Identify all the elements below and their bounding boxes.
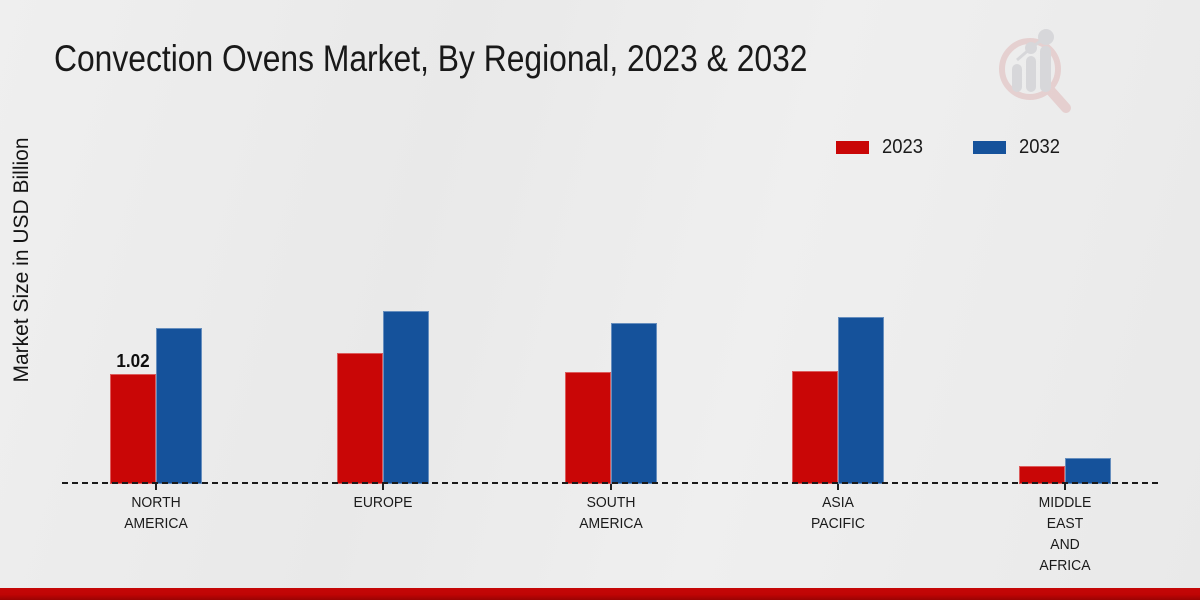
bar-2023-south-america (564, 372, 611, 484)
bar-2023-europe (337, 353, 383, 484)
legend: 2023 2032 (836, 136, 1063, 159)
x-axis-label-line: EAST (1046, 515, 1084, 532)
x-axis-label-line: MIDDLE (1038, 494, 1092, 511)
x-axis-label-line: ASIA (822, 494, 854, 511)
x-axis-baseline (62, 482, 1158, 484)
x-axis-label-line: EUROPE (353, 494, 413, 511)
x-axis-label-line: AMERICA (578, 515, 643, 532)
magnifier-bar-chart-logo-icon (999, 29, 1071, 113)
bar-2032-north-america (156, 328, 202, 484)
x-axis-label-north-america: NORTH AMERICA (82, 492, 231, 534)
bar-2023-middle-east-and-africa (1019, 466, 1065, 484)
x-axis-label-line: SOUTH (586, 494, 635, 511)
footer-red-bar (0, 588, 1200, 600)
bar-2023-asia-pacific (792, 371, 838, 484)
x-axis-label-middle-east-and-africa: MIDDLE EAST AND AFRICA (991, 492, 1140, 576)
x-axis-label-line: AND (1050, 536, 1080, 553)
legend-label-2032: 2032 (1018, 136, 1060, 158)
x-axis-label-asia-pacific: ASIA PACIFIC (764, 492, 913, 534)
x-axis-label-line: AMERICA (124, 515, 188, 532)
x-axis-label-line: AFRICA (1039, 557, 1091, 574)
bar-2032-europe (383, 311, 429, 484)
bar-2023-north-america (110, 374, 156, 484)
x-axis-tick-middle-east-and-africa (1064, 484, 1066, 490)
bar-2032-middle-east-and-africa (1065, 458, 1111, 484)
bar-2032-asia-pacific (838, 317, 884, 484)
legend-item-2032: 2032 (972, 136, 1064, 159)
data-label-2023-north-america: 1.02 (116, 351, 150, 371)
bar-2032-south-america (610, 323, 657, 484)
x-axis-tick-asia-pacific (837, 484, 839, 490)
legend-item-2023: 2023 (836, 136, 927, 159)
legend-swatch-2032 (972, 141, 1006, 154)
x-axis-label-line: NORTH (131, 494, 181, 511)
x-axis-label-europe: EUROPE (309, 492, 458, 513)
x-axis-tick-europe (382, 484, 384, 490)
chart-title: Convection Ovens Market, By Regional, 20… (54, 38, 808, 79)
x-axis-label-south-america: SOUTH AMERICA (536, 492, 685, 534)
legend-label-2023: 2023 (882, 136, 923, 158)
legend-swatch-2023 (836, 141, 869, 154)
x-axis-tick-south-america (609, 484, 612, 490)
x-axis-tick-north-america (155, 484, 157, 490)
x-axis-label-line: PACIFIC (811, 515, 865, 532)
